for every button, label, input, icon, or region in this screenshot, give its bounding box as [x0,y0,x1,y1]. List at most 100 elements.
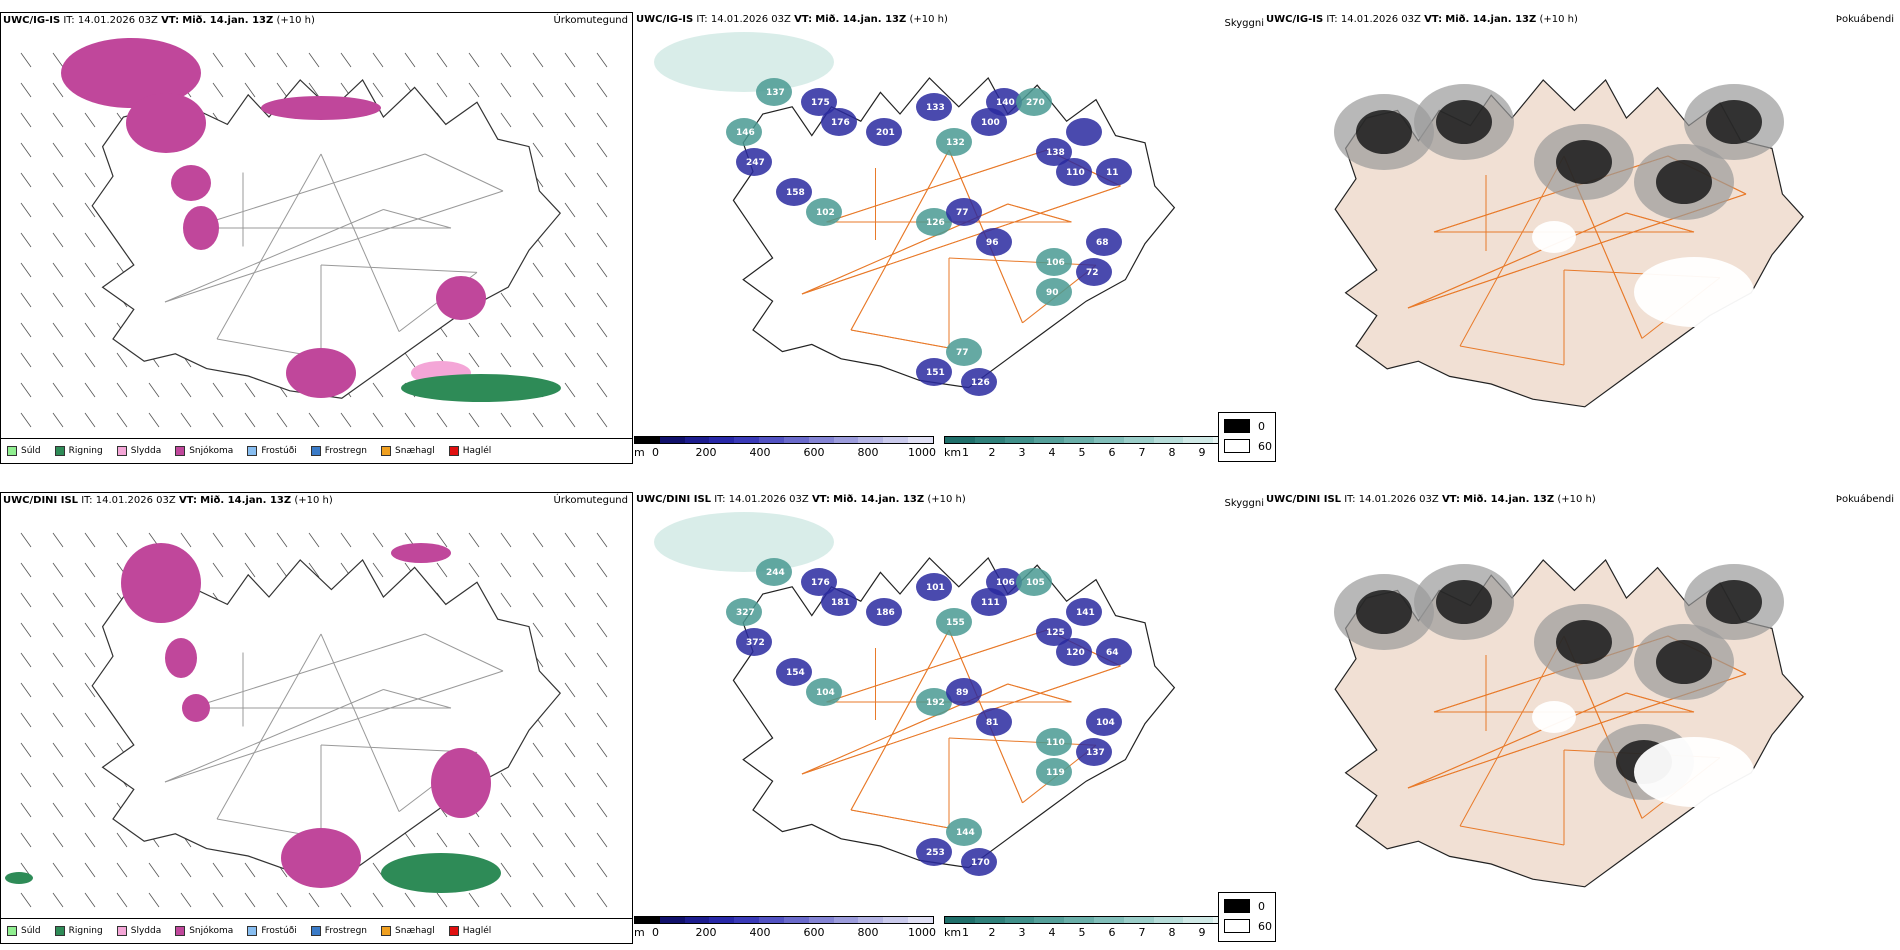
fog-index-peak [1706,100,1762,144]
low-visibility-area [946,198,982,226]
colorbar-cell [833,917,859,923]
colorbar-cell [974,437,1005,443]
visibility-value: 111 [981,598,1000,608]
wind-barb [52,352,64,368]
road [164,190,504,303]
wind-barb [20,322,32,338]
panel-header: UWC/IG-IS IT: 14.01.2026 03Z VT: Mið. 14… [1266,14,1578,25]
wind-barb [532,772,544,788]
wind-barb [212,382,224,398]
colorbar-strip [634,916,934,924]
wind-barb [596,412,608,428]
snow-area [165,638,197,678]
colorbar-cell [974,917,1005,923]
wind-barb [52,82,64,98]
wind-barb [20,652,32,668]
low-visibility-area [1016,568,1052,596]
wind-barb [84,682,96,698]
low-visibility-area [756,78,792,106]
wind-barb [308,412,320,428]
colorbar-tick: 9 [1198,926,1206,939]
low-visibility-area [916,358,952,386]
wind-barb [532,322,544,338]
wind-barb [84,382,96,398]
legend-label: Snjókoma [189,446,234,456]
low-visibility-area [916,93,952,121]
colorbar-tick: 200 [695,446,717,459]
visibility-value: 158 [786,188,805,198]
wind-barb [500,892,512,908]
wind-barb [276,82,288,98]
wind-barb [52,832,64,848]
wind-barb [436,832,448,848]
legend-swatch [310,926,321,936]
fog-panel-2: UWC/DINI ISL IT: 14.01.2026 03Z VT: Mið.… [1218,492,1900,944]
legend-item: Haglél [448,926,491,936]
wind-barb [84,832,96,848]
legend-swatch [175,926,186,936]
road [850,149,950,331]
wind-barb [84,802,96,818]
visibility-value: 270 [1026,98,1045,108]
visibility-value: 104 [816,688,835,698]
low-visibility-area [736,148,772,176]
road [383,689,452,709]
colorbar-cell [1093,437,1124,443]
low-visibility-area [821,588,857,616]
wind-barb [212,892,224,908]
colorbar-cell [945,917,975,923]
colorbar-cell [908,437,933,443]
fog-legend-1: 0 60 [1218,412,1276,462]
colorbar-cell [783,917,809,923]
wind-barb [20,172,32,188]
wind-barb [20,202,32,218]
visibility-value: 106 [996,578,1015,588]
wind-barb [532,622,544,638]
fog-index-peak [1706,580,1762,624]
colorbar-tick: 4 [1048,926,1056,939]
road [216,153,322,340]
rain-area [381,853,501,893]
wind-barb [468,892,480,908]
fog-index-peak [1436,580,1492,624]
wind-barb [20,232,32,248]
visibility-value: 175 [811,98,830,108]
visibility-value: 181 [831,598,850,608]
fog-title: Þokuábendi [1835,494,1894,505]
wind-barb [564,802,576,818]
wind-barb [468,352,480,368]
wind-barb [148,382,160,398]
colorbar-cell [833,437,859,443]
low-visibility-area [1086,708,1122,736]
wind-barb [84,862,96,878]
colorbar-tick: 3 [1018,926,1026,939]
wind-barb [372,532,384,548]
legend-label: Frostregn [324,926,368,936]
panel-header: UWC/IG-IS IT: 14.01.2026 03Z VT: Mið. 14… [3,15,315,26]
legend-item: Haglél [448,446,491,456]
legend-label: Snjókoma [189,926,234,936]
road [1626,212,1695,233]
legend-swatch [54,446,65,456]
wind-barb [180,892,192,908]
low-visibility-area [801,568,837,596]
wind-barb [596,292,608,308]
wind-barb [308,52,320,68]
wind-barb [500,862,512,878]
low-visibility-area [916,838,952,866]
glacier-area [1532,221,1576,253]
low-visibility-area [806,198,842,226]
legend-item: Frostregn [310,926,368,936]
wind-barb [20,742,32,758]
precip-legend-1: Súld Rigning Slydda Snjókoma Frostúði Frostre… [1,438,632,463]
legend-item: Súld [7,446,41,456]
wind-barb [564,652,576,668]
fog-index-peak [1556,620,1612,664]
visibility-value: 77 [956,348,969,358]
wind-barb [564,202,576,218]
wind-barb [308,892,320,908]
wind-barb [116,412,128,428]
road [1459,155,1565,347]
road [826,149,1048,223]
legend-swatch [54,926,65,936]
